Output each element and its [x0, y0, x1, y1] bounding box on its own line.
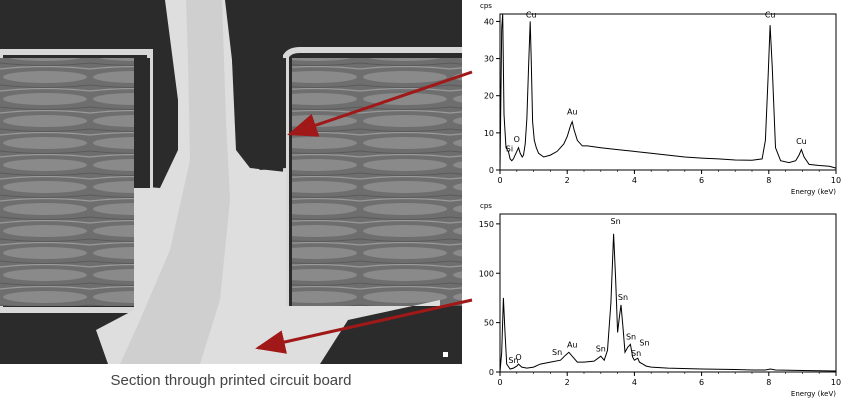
spectrum-plot: cps 0 10 20 30 40 0 2 4 6 8 10 Energy (keV) Cu OSi Au Cu…	[480, 2, 841, 196]
peak-label: O	[515, 353, 521, 362]
peak-label: Cu	[765, 11, 776, 20]
y-tick-label: 30	[484, 55, 494, 64]
y-tick-label: 40	[484, 17, 494, 26]
spectrum-trace	[499, 233, 837, 373]
x-axis-label: Energy (keV)	[791, 188, 836, 196]
x-tick-label: 10	[831, 378, 841, 387]
x-tick-label: 8	[766, 378, 771, 387]
peak-label: Au	[567, 340, 578, 349]
peak-label: Cu	[796, 137, 807, 146]
x-tick-label: 8	[766, 176, 771, 185]
x-tick-label: 2	[565, 378, 570, 387]
peak-label: Sn	[631, 349, 641, 358]
x-tick-label: 4	[632, 176, 637, 185]
y-tick-label: 50	[484, 319, 494, 328]
y-axis-label: cps	[480, 2, 492, 10]
figure-caption: Section through printed circuit board	[110, 372, 352, 389]
x-tick-label: 6	[699, 176, 704, 185]
pcb-cross-section-micrograph	[0, 0, 462, 364]
plot-frame	[499, 13, 837, 171]
peak-label: Sn	[611, 217, 621, 226]
x-tick-label: 10	[831, 176, 841, 185]
x-axis-label: Energy (keV)	[791, 390, 836, 398]
x-tick-label: 2	[565, 176, 570, 185]
peak-label: O	[514, 135, 520, 144]
y-axis-label: cps	[480, 202, 492, 210]
x-tick-label: 6	[699, 378, 704, 387]
peak-label: Sn	[508, 356, 518, 365]
peak-label: Sn	[552, 348, 562, 357]
y-tick-label: 150	[479, 220, 494, 229]
peak-label: Au	[567, 107, 578, 116]
x-tick-label: 4	[632, 378, 637, 387]
y-tick-label: 100	[479, 269, 494, 278]
y-tick-label: 0	[489, 368, 494, 377]
peak-label: Sn	[626, 332, 636, 341]
y-tick-label: 20	[484, 92, 494, 101]
eds-spectrum-solder-fill: cps 0 50 100 150 0 2 4 6 8 10 Energy (keV) Sn Sn Sn Sn S…	[478, 200, 850, 400]
y-tick-label: 0	[489, 166, 494, 175]
eds-spectrum-via-wall: cps 0 10 20 30 40 0 2 4 6 8 10 Energy (keV) Cu O Si Au Cu…	[478, 0, 850, 198]
peak-label: Sn	[639, 338, 649, 347]
x-tick-label: 0	[497, 378, 502, 387]
plot-frame	[499, 213, 837, 373]
peak-label: Sn	[596, 344, 606, 353]
peak-label: Cu	[526, 11, 537, 20]
spectrum-trace	[499, 13, 837, 171]
peak-label: Sn	[618, 293, 628, 302]
peak-label: Si	[506, 144, 513, 153]
x-tick-label: 0	[497, 176, 502, 185]
y-tick-label: 10	[484, 129, 494, 138]
